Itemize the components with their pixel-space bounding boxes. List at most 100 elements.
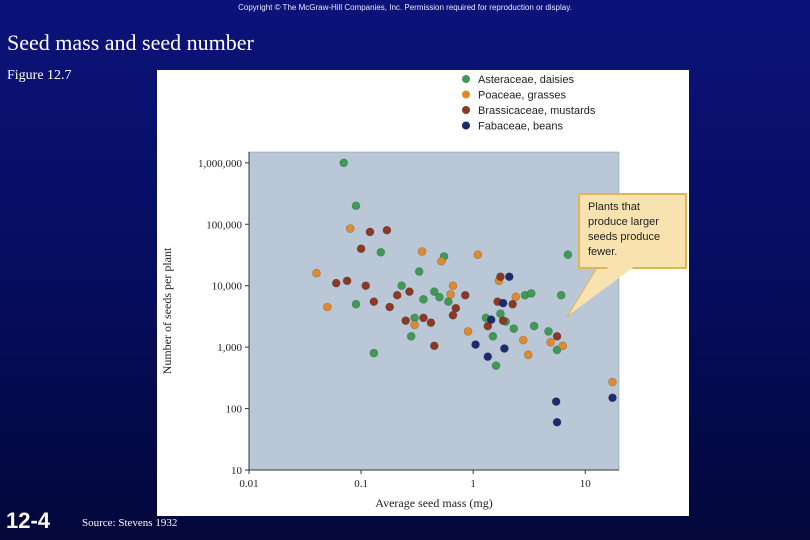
y-tick-label: 1,000 [217, 342, 242, 354]
callout-line-3: seeds produce [588, 231, 660, 243]
data-point-poaceae [523, 350, 533, 360]
callout-line-2: produce larger [588, 216, 659, 228]
data-point-asteraceae [526, 289, 536, 298]
data-point-brassicaceae [356, 244, 366, 254]
data-point-poaceae [410, 320, 419, 330]
data-point-asteraceae [552, 345, 562, 355]
callout-line-1: Plants that [588, 201, 640, 213]
plot-area [248, 151, 620, 471]
data-point-poaceae [518, 335, 528, 345]
data-point-asteraceae [397, 281, 406, 290]
legend-label-asteraceae: Asteraceae, daisies [478, 74, 574, 86]
legend-marker-poaceae [462, 90, 470, 99]
callout: Plants that produce larger seeds produce… [566, 193, 687, 318]
data-point-asteraceae [419, 295, 428, 304]
data-point-brassicaceae [419, 313, 428, 323]
data-point-asteraceae [351, 299, 361, 309]
y-tick-label: 10,000 [212, 281, 243, 293]
data-point-asteraceae [369, 348, 379, 358]
data-point-brassicaceae [382, 225, 392, 235]
source-citation: Source: Stevens 1932 [82, 517, 178, 529]
figure-label: Figure 12.7 [7, 68, 72, 83]
data-point-brassicaceae [401, 316, 410, 325]
data-point-fabaceae [608, 393, 617, 403]
data-point-fabaceae [551, 397, 561, 406]
y-tick-label: 100,000 [206, 219, 242, 231]
figure-panel: 10 100 1,000 10,000 100,000 1,000,000 0.01 0.1… [157, 70, 689, 516]
data-point-asteraceae [414, 267, 424, 276]
data-point-asteraceae [509, 324, 519, 333]
data-point-poaceae [463, 327, 473, 336]
x-tick-label: 1 [470, 478, 476, 490]
data-point-brassicaceae [426, 318, 436, 327]
data-point-poaceae [558, 341, 568, 351]
y-tick-label: 100 [226, 404, 243, 416]
data-point-brassicaceae [552, 332, 562, 341]
data-point-fabaceae [504, 272, 514, 282]
data-point-asteraceae [529, 321, 539, 331]
scatter-chart: 10 100 1,000 10,000 100,000 1,000,000 0.01 0.1… [160, 74, 687, 510]
copyright-notice: Copyright © The McGraw-Hill Companies, I… [238, 3, 572, 12]
callout-box [578, 193, 687, 269]
data-point-poaceae [417, 247, 427, 256]
legend-label-fabaceae: Fabaceae, beans [478, 121, 564, 133]
data-point-poaceae [608, 377, 617, 387]
data-point-fabaceae [498, 298, 508, 308]
data-point-fabaceae [500, 344, 509, 353]
data-point-poaceae [323, 302, 332, 312]
data-point-brassicaceae [342, 276, 352, 286]
data-point-poaceae [437, 256, 446, 266]
data-point-brassicaceae [361, 281, 371, 290]
data-point-asteraceae [444, 297, 453, 306]
legend: Asteraceae, daisies Poaceae, grasses Brass… [462, 74, 596, 133]
data-point-poaceae [511, 292, 521, 302]
data-point-brassicaceae [385, 302, 394, 312]
legend-marker-asteraceae [462, 75, 470, 83]
data-point-asteraceae [435, 292, 444, 302]
slide-number: 12-4 [6, 508, 51, 533]
data-point-asteraceae [376, 247, 386, 257]
data-point-brassicaceae [460, 290, 470, 300]
data-point-fabaceae [486, 315, 496, 324]
data-point-poaceae [546, 337, 555, 347]
data-point-brassicaceae [496, 272, 505, 282]
x-tick-label: 0.01 [239, 478, 258, 490]
data-point-poaceae [312, 268, 321, 278]
data-point-poaceae [446, 290, 455, 299]
x-tick-label: 10 [580, 478, 592, 490]
data-point-brassicaceae [451, 303, 461, 313]
x-axis-label: Average seed mass (mg) [375, 496, 492, 510]
callout-line-4: fewer. [588, 246, 617, 258]
legend-marker-fabaceae [462, 121, 470, 130]
y-tick-label: 10 [231, 465, 243, 477]
data-point-brassicaceae [365, 227, 375, 237]
data-point-fabaceae [483, 352, 493, 361]
data-point-asteraceae [544, 327, 553, 336]
data-point-asteraceae [430, 287, 439, 296]
data-point-brassicaceae [430, 341, 439, 351]
x-tick-label: 0.1 [354, 478, 368, 490]
legend-label-brassicaceae: Brassicaceae, mustards [478, 105, 596, 117]
data-point-brassicaceae [369, 297, 379, 306]
data-point-asteraceae [406, 332, 416, 341]
data-point-asteraceae [351, 201, 361, 211]
data-point-brassicaceae [392, 290, 402, 300]
data-point-poaceae [448, 281, 458, 290]
data-point-poaceae [473, 250, 483, 259]
legend-marker-brassicaceae [462, 106, 470, 114]
data-point-fabaceae [552, 417, 562, 427]
data-point-fabaceae [471, 340, 480, 349]
data-point-brassicaceae [448, 310, 458, 320]
data-point-asteraceae [491, 361, 501, 370]
data-point-poaceae [345, 224, 355, 233]
data-point-asteraceae [488, 332, 498, 341]
legend-label-poaceae: Poaceae, grasses [478, 90, 567, 102]
data-point-asteraceae [556, 290, 566, 300]
data-point-brassicaceae [405, 287, 414, 296]
data-point-brassicaceae [331, 278, 341, 288]
data-point-asteraceae [339, 158, 349, 168]
y-axis-label: Number of seeds per plant [160, 247, 174, 374]
slide-title: Seed mass and seed number [7, 30, 254, 55]
data-point-brassicaceae [483, 321, 493, 331]
data-point-brassicaceae [498, 316, 508, 325]
